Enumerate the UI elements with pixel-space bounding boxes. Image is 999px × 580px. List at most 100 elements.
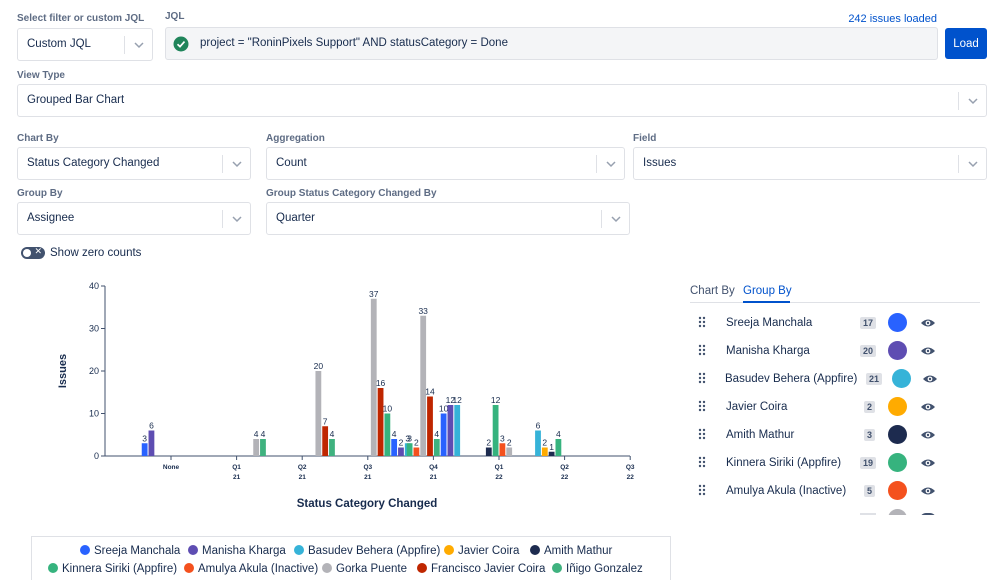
group-status-select[interactable]: Quarter xyxy=(266,202,630,235)
legend-item[interactable]: Amith Mathur xyxy=(530,545,612,557)
view-type-select[interactable]: Grouped Bar Chart xyxy=(17,84,987,117)
eye-icon[interactable] xyxy=(920,317,936,329)
filter-select[interactable]: Custom JQL xyxy=(17,28,153,61)
legend-label: Kinnera Siriki (Appfire) xyxy=(62,563,178,575)
color-swatch[interactable] xyxy=(888,509,907,515)
bar[interactable] xyxy=(454,405,461,456)
bar-value-label: 3 xyxy=(405,433,410,443)
chevron-down-icon xyxy=(134,42,144,49)
tab-group-by[interactable]: Group By xyxy=(743,285,792,297)
select-separator xyxy=(958,92,959,110)
legend-item[interactable]: Manisha Kharga xyxy=(188,545,286,557)
show-zero-toggle[interactable]: ✕ xyxy=(21,246,45,259)
bar[interactable] xyxy=(391,439,398,456)
bar[interactable] xyxy=(447,405,454,456)
issues-loaded-count: 242 issues loaded xyxy=(848,13,937,25)
eye-icon[interactable] xyxy=(920,401,936,413)
jql-input[interactable]: project = "RoninPixels Support" AND stat… xyxy=(165,27,938,60)
color-swatch[interactable] xyxy=(888,425,907,444)
group-name: Sreeja Manchala xyxy=(726,317,813,329)
group-row[interactable]: Sreeja Manchala 17 xyxy=(690,309,985,337)
bar[interactable] xyxy=(440,413,447,457)
bar-value-label: 6 xyxy=(536,421,541,431)
bar[interactable] xyxy=(260,439,266,456)
color-swatch[interactable] xyxy=(888,313,907,332)
group-by-select[interactable]: Assignee xyxy=(17,202,251,235)
drag-handle-icon[interactable] xyxy=(698,456,706,468)
color-swatch[interactable] xyxy=(888,481,907,500)
bar[interactable] xyxy=(555,439,562,456)
legend-item[interactable]: Francisco Javier Coira xyxy=(417,563,545,575)
legend-item[interactable]: Basudev Behera (Appfire) xyxy=(294,545,440,557)
aggregation-select[interactable]: Count xyxy=(266,147,625,180)
legend-item[interactable]: Sreeja Manchala xyxy=(80,545,180,557)
view-type-value: Grouped Bar Chart xyxy=(27,94,125,106)
bar[interactable] xyxy=(377,388,384,456)
bar[interactable] xyxy=(406,443,413,456)
bar[interactable] xyxy=(329,439,335,456)
tab-chart-by[interactable]: Chart By xyxy=(690,285,735,297)
bar[interactable] xyxy=(492,405,499,456)
chart-by-select[interactable]: Status Category Changed xyxy=(17,147,251,180)
bar-value-label: 7 xyxy=(323,416,328,426)
legend-label: Amith Mathur xyxy=(544,545,613,557)
bar[interactable] xyxy=(322,426,329,456)
bar[interactable] xyxy=(506,447,513,457)
drag-handle-icon[interactable] xyxy=(698,316,706,328)
color-swatch[interactable] xyxy=(892,369,911,388)
bar[interactable] xyxy=(541,447,548,457)
bar-value-label: 20 xyxy=(314,361,324,371)
drag-handle-icon[interactable] xyxy=(698,484,706,496)
legend-item[interactable]: Amulya Akula (Inactive) xyxy=(184,563,318,575)
bar[interactable] xyxy=(420,315,427,456)
bar[interactable] xyxy=(148,430,155,457)
eye-icon[interactable] xyxy=(922,373,938,385)
eye-icon[interactable] xyxy=(920,513,936,515)
group-row[interactable]: Basudev Behera (Appfire) 21 xyxy=(690,365,985,393)
bar[interactable] xyxy=(433,439,440,456)
x-tick-label-year: 21 xyxy=(364,474,372,481)
bar[interactable] xyxy=(485,447,492,457)
legend-item[interactable]: Javier Coira xyxy=(444,545,519,557)
bar[interactable] xyxy=(384,413,391,457)
legend-item[interactable]: Iñigo Gonzalez xyxy=(552,563,643,575)
group-row[interactable] xyxy=(690,505,985,515)
eye-icon[interactable] xyxy=(920,485,936,497)
bar[interactable] xyxy=(141,443,148,456)
bar[interactable] xyxy=(548,451,555,456)
bar[interactable] xyxy=(535,430,541,457)
bar[interactable] xyxy=(370,298,377,456)
color-swatch[interactable] xyxy=(888,397,907,416)
drag-handle-icon[interactable] xyxy=(698,400,706,412)
group-row[interactable]: Manisha Kharga 20 xyxy=(690,337,985,365)
eye-icon[interactable] xyxy=(920,429,936,441)
bar[interactable] xyxy=(413,447,420,457)
group-row[interactable]: Amith Mathur 3 xyxy=(690,421,985,449)
close-icon: ✕ xyxy=(34,246,42,256)
legend-item[interactable]: Gorka Puente xyxy=(322,563,407,575)
group-count-badge: 2 xyxy=(864,401,876,413)
bar[interactable] xyxy=(253,439,260,456)
x-tick-label-year: 21 xyxy=(430,474,438,481)
eye-icon[interactable] xyxy=(920,345,936,357)
color-swatch[interactable] xyxy=(888,453,907,472)
field-select[interactable]: Issues xyxy=(633,147,987,180)
group-row[interactable]: Kinnera Siriki (Appfire) 19 xyxy=(690,449,985,477)
jql-label: JQL xyxy=(165,11,185,22)
group-row[interactable]: Amulya Akula (Inactive) 5 xyxy=(690,477,985,505)
group-count-badge xyxy=(860,513,876,515)
bar[interactable] xyxy=(499,443,506,456)
color-swatch[interactable] xyxy=(888,341,907,360)
drag-handle-icon[interactable] xyxy=(698,372,706,384)
drag-handle-icon[interactable] xyxy=(698,428,706,440)
drag-handle-icon[interactable] xyxy=(698,344,706,356)
legend-label: Amulya Akula (Inactive) xyxy=(198,563,319,575)
bar[interactable] xyxy=(427,396,433,457)
bar[interactable] xyxy=(315,371,322,456)
bar[interactable] xyxy=(398,447,404,457)
load-button[interactable]: Load xyxy=(945,28,987,59)
group-row[interactable]: Javier Coira 2 xyxy=(690,393,985,421)
field-label: Field xyxy=(633,133,657,144)
eye-icon[interactable] xyxy=(920,457,936,469)
legend-item[interactable]: Kinnera Siriki (Appfire) xyxy=(48,563,177,575)
